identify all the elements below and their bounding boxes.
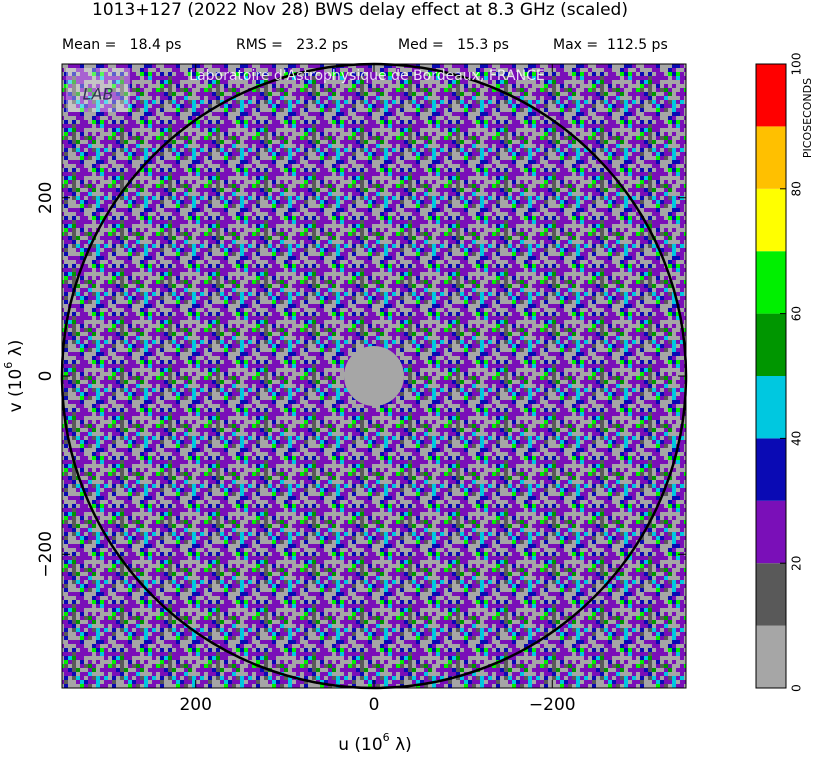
- colorbar-swatch: [756, 126, 786, 189]
- chart-title: 1013+127 (2022 Nov 28) BWS delay effect …: [92, 0, 628, 20]
- xlabel: u (106 λ): [338, 731, 412, 755]
- xlabel-tail: λ): [390, 735, 412, 755]
- ylabel-tail: λ): [6, 340, 26, 362]
- y-tick-label: 0: [36, 371, 56, 382]
- colorbar-swatch: [756, 500, 786, 564]
- colorbar-swatch: [756, 313, 786, 376]
- y-tick-label: 200: [36, 181, 56, 213]
- stat: Mean = 18.4 ps: [62, 37, 181, 53]
- xlabel-sup: 6: [383, 731, 390, 744]
- colorbar-tick-label: 60: [790, 306, 804, 321]
- colorbar-label: PICOSECONDS: [801, 78, 814, 158]
- x-tick-label: 200: [179, 695, 211, 715]
- ylabel: v (106 λ): [2, 340, 26, 413]
- colorbar-swatch: [756, 438, 786, 501]
- colorbar-swatch: [756, 251, 786, 314]
- colorbar-tick-label: 80: [790, 181, 804, 196]
- colorbar-swatch: [756, 64, 786, 127]
- center-region: [344, 346, 404, 406]
- colorbar-frame: [755, 63, 787, 689]
- stat: Med = 15.3 ps: [398, 37, 509, 53]
- colorbar-tick-label: 20: [790, 556, 804, 571]
- logo-box: [66, 68, 130, 112]
- xlabel-text: u (10: [338, 735, 382, 755]
- x-tick-label: −200: [529, 695, 576, 715]
- x-tick-label: 0: [369, 695, 380, 715]
- colorbar-swatch: [756, 188, 786, 252]
- colorbar-tick-label: 40: [790, 431, 804, 446]
- stat: Max = 112.5 ps: [553, 37, 668, 53]
- y-tick-label: −200: [36, 531, 56, 578]
- logo: LAB: [83, 85, 114, 104]
- colorbar-swatch: [756, 376, 786, 439]
- colorbar-swatch: [756, 625, 786, 688]
- stat: RMS = 23.2 ps: [236, 37, 348, 53]
- colorbar-tick-label: 0: [790, 684, 804, 692]
- watermark: Laboratoire d'Astrophysique de Bordeaux,…: [189, 68, 544, 84]
- colorbar-tick-label: 100: [790, 53, 804, 76]
- ylabel-text: v (10: [6, 369, 26, 413]
- heatmap-area: [62, 64, 686, 688]
- ylabel-sup: 6: [2, 362, 15, 369]
- colorbar-swatch: [756, 563, 786, 626]
